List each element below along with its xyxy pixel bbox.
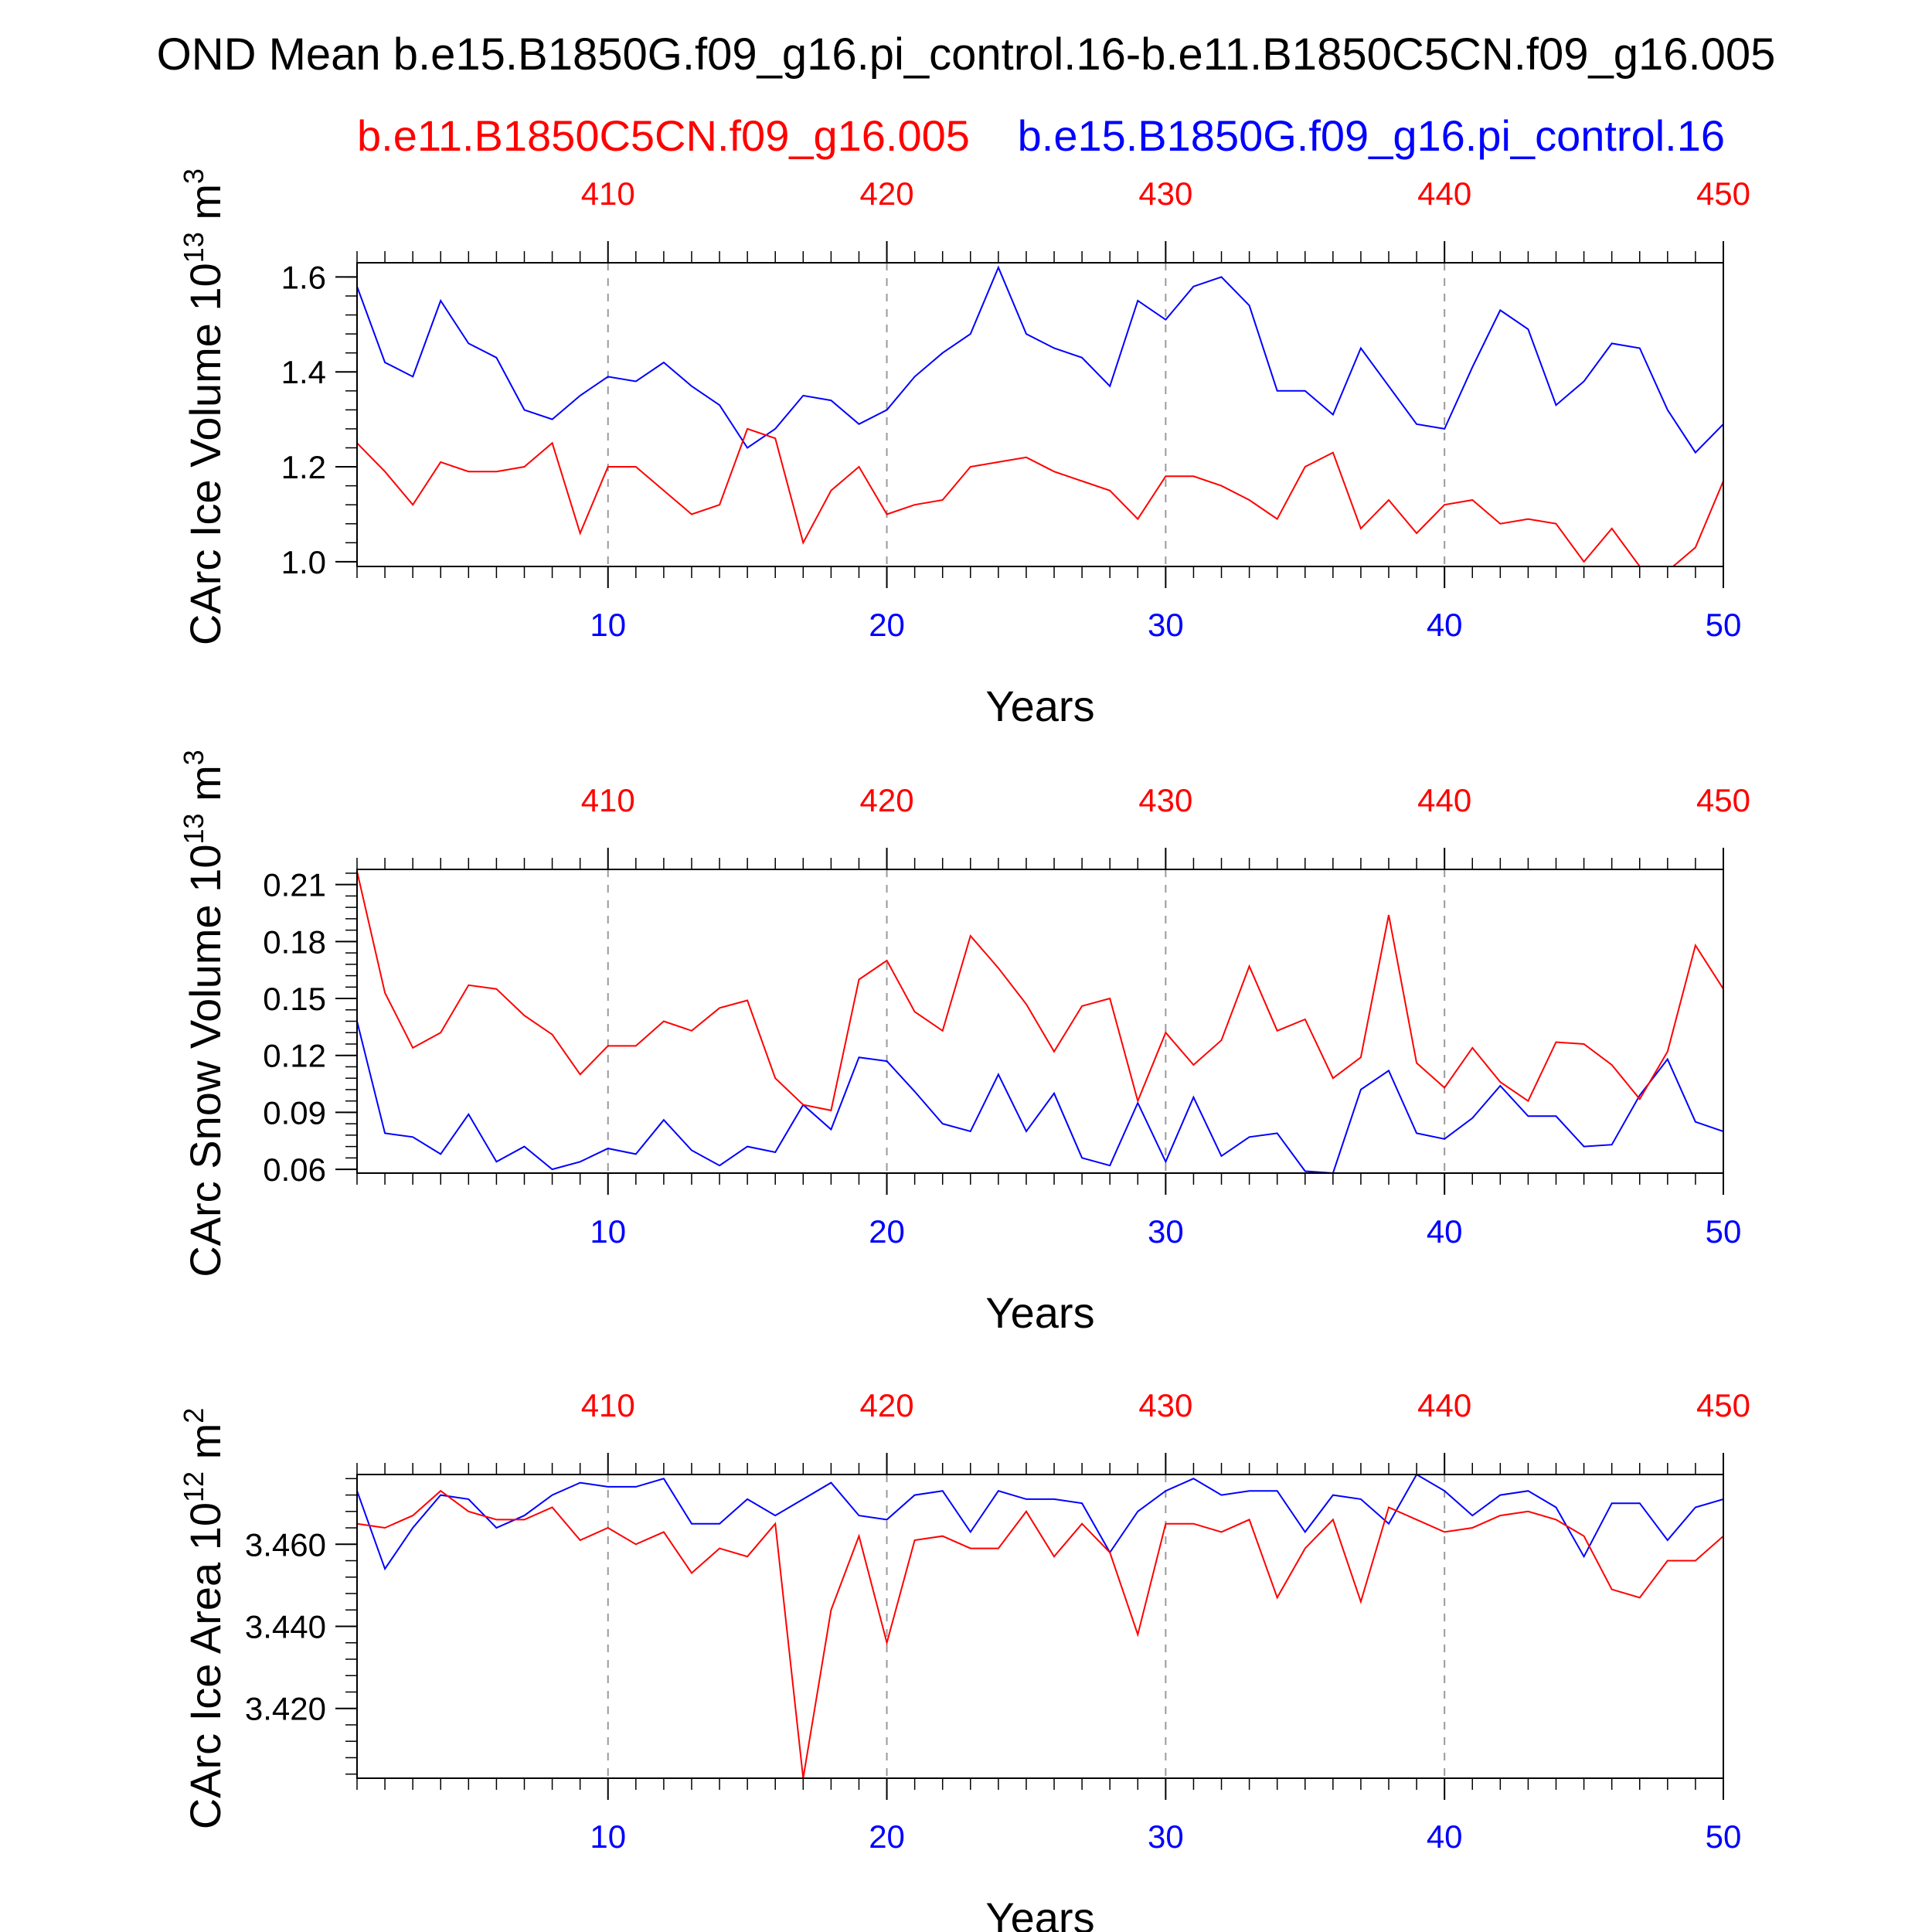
panel-2: 10 410 20 420 30 430 40 440 50 450 0.06 0.09 0.12 0.1…: [178, 750, 1750, 1337]
x-top-tick-label: 410: [581, 782, 635, 818]
y-axis-label: CArc Ice Volume 1013 m3: [178, 168, 230, 645]
x-top-tick-label: 410: [581, 175, 635, 212]
series-line-red: [357, 427, 1723, 566]
plot-frame: [356, 262, 1724, 567]
y-tick-label: 3.420: [245, 1691, 326, 1727]
y-tick-label: 0.12: [263, 1038, 326, 1074]
plot-frame: [356, 1474, 1724, 1779]
x-top-tick-label: 450: [1696, 1387, 1750, 1423]
panel-1: 10 410 20 420 30 430 40 440 50 450 1.0 1.2 1.4 1.6 Yea…: [178, 168, 1750, 730]
x-tick-label: 30: [1148, 1818, 1184, 1855]
y-axis-label: CArc Snow Volume 1013 m3: [178, 750, 230, 1277]
x-top-tick-label: 450: [1696, 782, 1750, 818]
x-tick-label: 40: [1427, 1818, 1463, 1855]
x-tick-label: 20: [869, 607, 905, 643]
y-tick-label: 1.4: [281, 354, 326, 390]
legend-blue-label: b.e15.B1850G.f09_g16.pi_control.16: [1018, 111, 1725, 160]
x-tick-label: 10: [590, 1213, 626, 1250]
x-top-tick-label: 440: [1417, 1387, 1471, 1423]
y-tick-label: 3.460: [245, 1526, 326, 1563]
x-tick-label: 10: [590, 1818, 626, 1855]
y-axis-label: CArc Ice Area 1012 m2: [178, 1408, 230, 1830]
legend-red-label: b.e11.B1850C5CN.f09_g16.005: [357, 111, 970, 160]
series-line-red: [357, 1489, 1723, 1778]
x-tick-label: 10: [590, 607, 626, 643]
x-top-tick-label: 420: [860, 175, 914, 212]
x-top-tick-label: 450: [1696, 175, 1750, 212]
plot-frame: [356, 869, 1724, 1174]
y-tick-label: 1.6: [281, 259, 326, 295]
x-tick-label: 50: [1706, 1213, 1742, 1250]
panel-3: 10 410 20 420 30 430 40 440 50 450 3.420 3.440 3.460…: [178, 1387, 1750, 1932]
x-tick-label: 40: [1427, 607, 1463, 643]
y-tick-label: 0.15: [263, 981, 326, 1017]
x-tick-label: 20: [869, 1818, 905, 1855]
y-tick-label: 0.21: [263, 867, 326, 903]
x-axis-label: Years: [985, 1893, 1094, 1932]
x-tick-label: 50: [1706, 607, 1742, 643]
x-top-tick-label: 440: [1417, 782, 1471, 818]
x-top-tick-label: 430: [1138, 782, 1192, 818]
chart-title: OND Mean b.e15.B1850G.f09_g16.pi_control…: [157, 29, 1776, 80]
x-tick-label: 30: [1148, 1213, 1184, 1250]
x-top-tick-label: 430: [1138, 175, 1192, 212]
x-tick-label: 20: [869, 1213, 905, 1250]
y-tick-label: 1.2: [281, 449, 326, 485]
panels: 10 410 20 420 30 430 40 440 50 450 1.0 1.2 1.4 1.6 Yea…: [178, 168, 1750, 1932]
y-tick-label: 0.18: [263, 923, 326, 960]
x-tick-label: 50: [1706, 1818, 1742, 1855]
y-tick-label: 3.440: [245, 1609, 326, 1645]
series-line-red: [357, 871, 1723, 1112]
x-top-tick-label: 420: [860, 782, 914, 818]
x-axis-label: Years: [985, 1288, 1094, 1337]
x-top-tick-label: 420: [860, 1387, 914, 1423]
x-top-tick-label: 430: [1138, 1387, 1192, 1423]
x-top-tick-label: 440: [1417, 175, 1471, 212]
series-line-blue: [357, 265, 1723, 454]
series-line-blue: [357, 1021, 1723, 1173]
y-tick-label: 0.09: [263, 1094, 326, 1131]
series-line-blue: [357, 1475, 1723, 1571]
x-axis-label: Years: [985, 682, 1094, 730]
y-tick-label: 1.0: [281, 544, 326, 580]
x-tick-label: 30: [1148, 607, 1184, 643]
y-tick-label: 0.06: [263, 1151, 326, 1188]
x-tick-label: 40: [1427, 1213, 1463, 1250]
x-top-tick-label: 410: [581, 1387, 635, 1423]
